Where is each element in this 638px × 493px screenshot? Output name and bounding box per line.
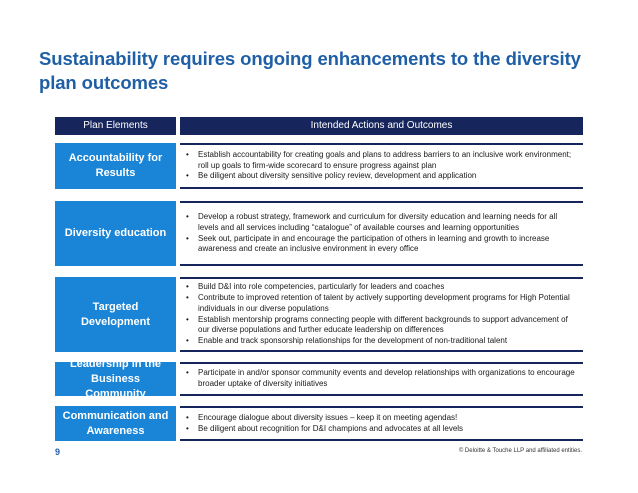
row-label-communication: Communication and Awareness [55, 406, 176, 441]
row-content-leadership: Participate in and/or sponsor community … [180, 362, 583, 396]
row-content-accountability: Establish accountability for creating go… [180, 143, 583, 189]
row-label-leadership: Leadership in the Business Community [55, 358, 176, 400]
row-label-diversity-education: Diversity education [55, 201, 176, 266]
bullet-item: Establish accountability for creating go… [186, 150, 579, 172]
bullet-item: Participate in and/or sponsor community … [186, 368, 579, 390]
bullet-item: Be diligent about diversity sensitive po… [186, 171, 579, 182]
slide-title: Sustainability requires ongoing enhancem… [39, 48, 581, 93]
bullet-item: Seek out, participate in and encourage t… [186, 234, 579, 256]
bullet-list: Participate in and/or sponsor community … [180, 368, 583, 390]
bullet-item: Contribute to improved retention of tale… [186, 293, 579, 315]
row-content-targeted-development: Build D&I into role competencies, partic… [180, 277, 583, 352]
bullet-list: Build D&I into role competencies, partic… [180, 282, 583, 347]
bullet-list: Establish accountability for creating go… [180, 150, 583, 182]
row-label-targeted-development: Targeted Development [55, 277, 176, 352]
bullet-item: Be diligent about recognition for D&I ch… [186, 424, 579, 435]
bullet-list: Encourage dialogue about diversity issue… [180, 413, 583, 435]
intended-actions-header: Intended Actions and Outcomes [180, 117, 583, 135]
row-content-communication: Encourage dialogue about diversity issue… [180, 406, 583, 441]
copyright-notice: © Deloitte & Touche LLP and affiliated e… [458, 448, 582, 454]
bullet-item: Encourage dialogue about diversity issue… [186, 413, 579, 424]
plan-elements-header: Plan Elements [55, 117, 176, 135]
bullet-list: Develop a robust strategy, framework and… [180, 212, 583, 255]
bullet-item: Enable and track sponsorship relationshi… [186, 336, 579, 347]
bullet-item: Establish mentorship programs connecting… [186, 315, 579, 337]
page-number: 9 [55, 447, 61, 457]
bullet-item: Develop a robust strategy, framework and… [186, 212, 579, 234]
row-label-accountability: Accountability for Results [55, 143, 176, 189]
row-content-diversity-education: Develop a robust strategy, framework and… [180, 201, 583, 266]
bullet-item: Build D&I into role competencies, partic… [186, 282, 579, 293]
